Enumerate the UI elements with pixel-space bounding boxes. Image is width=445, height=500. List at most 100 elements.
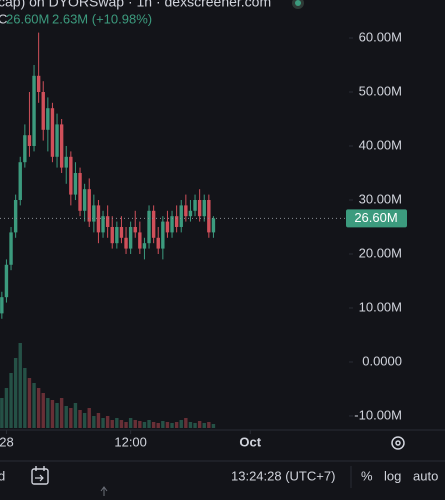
volume-bar: [46, 398, 50, 428]
candle-body: [128, 226, 133, 249]
volume-bar: [41, 393, 45, 428]
range-button[interactable]: d: [0, 468, 5, 483]
candle-body: [119, 226, 124, 238]
volume-bar: [13, 358, 18, 428]
volume-bar: [18, 343, 22, 428]
candle-body: [138, 232, 142, 249]
status-dot-inner: [295, 0, 301, 6]
volume-bar: [188, 422, 193, 428]
candle-body: [13, 199, 18, 233]
y-tick-label: 30.00M: [359, 191, 402, 206]
volume-bar: [138, 421, 142, 428]
candle-body: [18, 162, 22, 200]
volume-bar: [69, 408, 73, 428]
volume-bar: [55, 403, 59, 428]
candle-body: [124, 237, 128, 249]
volume-bar: [165, 422, 170, 428]
candle-body: [36, 75, 41, 93]
candle-body: [101, 216, 105, 233]
clock: 13:24:28 (UTC+7): [231, 468, 335, 483]
y-tick-label: 0.0000: [362, 353, 402, 368]
candle-body: [0, 297, 4, 314]
y-tick-label: 60.00M: [359, 29, 402, 44]
candle-body: [64, 156, 68, 168]
volume-bar: [128, 418, 133, 428]
x-tick-label: Oct: [239, 434, 261, 449]
candle-body: [147, 210, 151, 244]
y-tick-label: -10.00M: [354, 407, 402, 422]
y-tick-label: 40.00M: [359, 137, 402, 152]
ohlc-label: C: [0, 11, 7, 26]
candle-body: [27, 135, 32, 146]
candle-body: [151, 210, 156, 238]
candle-body: [23, 135, 27, 163]
volume-bar: [151, 422, 156, 428]
volume-bar: [156, 423, 160, 428]
percent-button[interactable]: %: [361, 468, 373, 483]
volume-bar: [207, 422, 211, 428]
candle-body: [69, 156, 73, 195]
volume-bar: [27, 378, 32, 428]
volume-bar: [161, 421, 165, 428]
volume-bar: [179, 420, 183, 428]
candle-body: [174, 216, 179, 227]
settings-icon[interactable]: [391, 436, 405, 450]
calendar-arrow: [35, 474, 44, 482]
volume-bar: [133, 420, 137, 428]
volume-bar: [82, 413, 87, 428]
candle-body: [197, 199, 202, 217]
candle-body: [115, 226, 119, 244]
volume-bar: [124, 422, 128, 428]
volume-bar: [174, 422, 179, 428]
candle-body: [96, 205, 101, 233]
candle-body: [87, 189, 91, 222]
volume-bar: [202, 423, 206, 428]
candle-body: [211, 218, 216, 233]
volume-bar: [4, 388, 9, 428]
candle-body: [92, 205, 96, 222]
volume-bar: [96, 413, 101, 428]
auto-button[interactable]: auto: [413, 468, 438, 483]
candle-body: [179, 205, 183, 227]
candle-body: [188, 210, 193, 217]
candle-body: [207, 199, 211, 233]
candle-body: [142, 243, 147, 249]
x-tick-label: 12:00: [114, 434, 147, 449]
volume-bar: [211, 424, 216, 428]
candle-body: [41, 92, 45, 130]
volume-bar: [23, 368, 27, 428]
volume-bar: [193, 423, 197, 428]
candle-body: [193, 199, 197, 211]
candle-body: [184, 205, 188, 217]
volume-bar: [115, 418, 119, 428]
volume-bar: [50, 400, 55, 428]
volume-bar: [105, 416, 110, 428]
candle-body: [165, 221, 170, 233]
volume-bar: [73, 403, 78, 428]
candle-body: [202, 199, 206, 217]
volume-bar: [92, 416, 96, 428]
scroll-marker: [100, 486, 108, 496]
candle-body: [4, 264, 9, 298]
chart-header-title: cap) on DYORSwap · 1h · dexscreener.com: [0, 0, 271, 10]
candle-body: [46, 108, 50, 130]
change-value: 2.63M (+10.98%): [52, 11, 152, 26]
y-tick-label: 50.00M: [359, 83, 402, 98]
x-tick-label: 28: [0, 434, 14, 449]
y-tick-label: 20.00M: [359, 245, 402, 260]
candle-body: [32, 75, 36, 146]
y-tick-label: 10.00M: [359, 299, 402, 314]
candle-body: [73, 172, 78, 195]
volume-bar: [184, 418, 188, 428]
candle-body: [55, 124, 59, 157]
candle-body: [156, 237, 160, 249]
candle-body: [78, 172, 82, 211]
last-price-label: 26.60M: [354, 210, 397, 225]
candle-body: [82, 189, 87, 211]
volume-bar: [110, 420, 114, 428]
volume-bar: [0, 398, 4, 428]
calendar-icon[interactable]: [31, 466, 49, 485]
log-button[interactable]: log: [384, 468, 401, 483]
